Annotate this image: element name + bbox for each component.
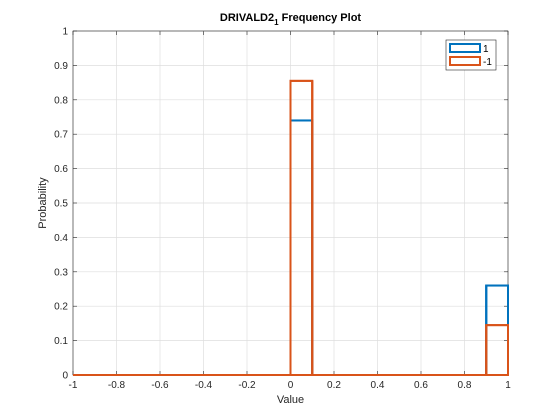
title-main: DRIVALD2 (220, 12, 274, 24)
bar-series-2-bin-1 (289, 79, 314, 376)
y-tick-label: 0.3 (54, 267, 68, 278)
x-axis-label: Value (277, 394, 304, 406)
y-tick-label: 0.2 (54, 302, 68, 313)
y-tick-label: 1 (62, 27, 68, 38)
y-tick-label: 0.9 (54, 61, 68, 72)
y-axis-label: Probability (37, 177, 49, 229)
y-tick-label: 0.8 (54, 95, 68, 106)
x-tick-label: -0.8 (108, 380, 126, 391)
x-tick-label: 0 (288, 380, 294, 391)
title-subscript: 1 (274, 18, 279, 27)
y-tick-label: 0.4 (54, 233, 68, 244)
title-rest: Frequency Plot (279, 12, 362, 24)
y-tick-label: 0.5 (54, 199, 68, 210)
x-tick-label: -1 (69, 380, 78, 391)
plot-area (73, 79, 509, 376)
x-tick-label: 0.2 (327, 380, 341, 391)
x-tick-label: -0.6 (151, 380, 169, 391)
legend: 1-1 (445, 39, 497, 71)
legend-label-2: -1 (483, 57, 492, 68)
x-tick-labels: -1 -0.8 -0.6 -0.4 -0.2 0 0.2 0.4 0.6 0.8 1 (69, 380, 512, 391)
y-tick-labels: 0 0.1 0.2 0.3 0.4 0.5 0.6 0.7 0.8 0.9 1 (54, 27, 68, 382)
x-tick-label: -0.4 (195, 380, 213, 391)
x-tick-label: 0.4 (371, 380, 385, 391)
x-tick-label: 0.6 (414, 380, 428, 391)
x-tick-label: 0.8 (458, 380, 472, 391)
legend-swatch-1 (449, 43, 481, 53)
bar-series-2-bin-3 (485, 324, 509, 376)
y-tick-label: 0.1 (54, 336, 68, 347)
chart-title: DRIVALD21 Frequency Plot (220, 12, 362, 27)
y-tick-label: 0 (62, 371, 68, 382)
x-tick-label: 1 (505, 380, 511, 391)
legend-label-1: 1 (483, 44, 489, 55)
x-tick-label: -0.2 (238, 380, 256, 391)
y-tick-label: 0.7 (54, 130, 68, 141)
y-tick-label: 0.6 (54, 164, 68, 175)
legend-swatch-2 (449, 56, 481, 66)
